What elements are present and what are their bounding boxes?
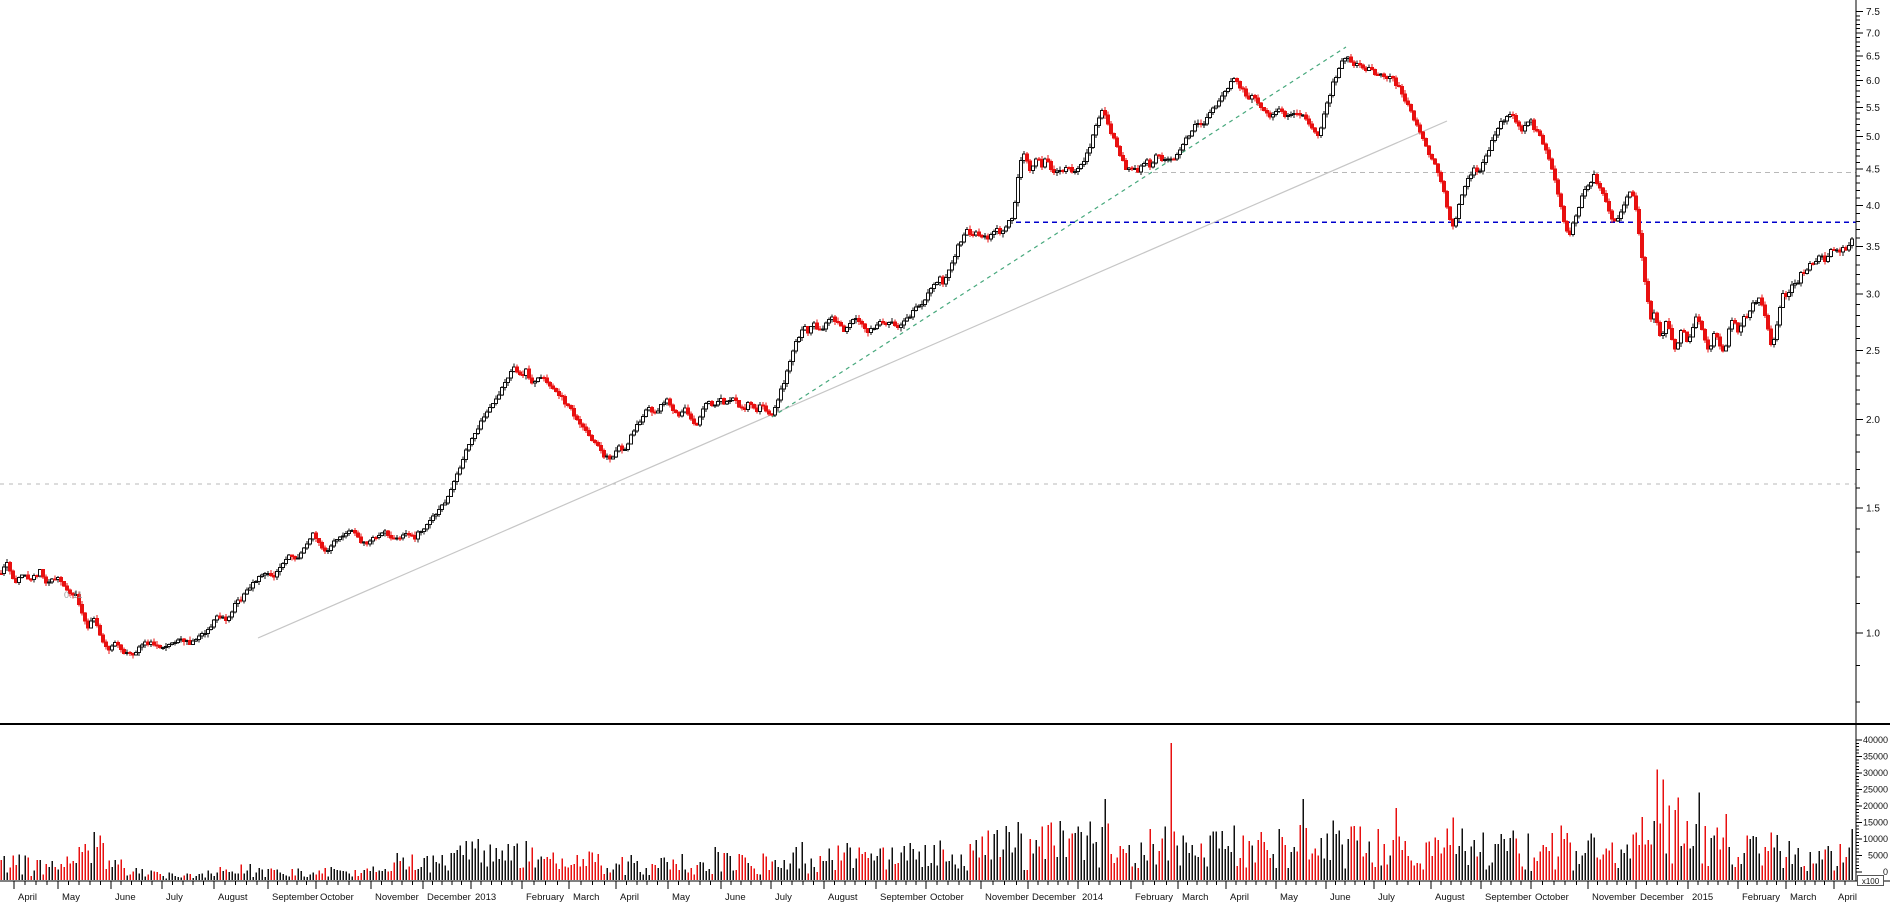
month-label: October bbox=[320, 892, 354, 903]
overlay-lines bbox=[0, 46, 1856, 639]
price-tick-label: 2.5 bbox=[1866, 346, 1880, 357]
price-tick-label: 2.0 bbox=[1866, 415, 1880, 426]
volume-tick-label: 10000 bbox=[1863, 834, 1888, 844]
month-label: October bbox=[930, 892, 964, 903]
month-label: April bbox=[1230, 892, 1249, 903]
price-tick-label: 5.0 bbox=[1866, 132, 1880, 143]
price-tick-label: 7.5 bbox=[1866, 7, 1880, 18]
month-label: August bbox=[218, 892, 248, 903]
month-label: June bbox=[115, 892, 136, 903]
month-label: 2015 bbox=[1692, 892, 1713, 903]
month-label: 2013 bbox=[475, 892, 496, 903]
month-label: March bbox=[1790, 892, 1816, 903]
month-label: September bbox=[272, 892, 318, 903]
month-label: July bbox=[1378, 892, 1395, 903]
price-tick-label: 3.0 bbox=[1866, 290, 1880, 301]
volume-tick-label: 15000 bbox=[1863, 817, 1888, 827]
volume-bars bbox=[0, 743, 1853, 880]
month-label: August bbox=[828, 892, 858, 903]
month-label: December bbox=[1032, 892, 1076, 903]
volume-multiplier-box: x100 bbox=[1857, 875, 1884, 886]
price-tick-label: 5.5 bbox=[1866, 103, 1880, 114]
month-label: February bbox=[526, 892, 564, 903]
volume-tick-label: 30000 bbox=[1863, 768, 1888, 778]
month-label: November bbox=[1592, 892, 1636, 903]
gray-trendline bbox=[257, 120, 1448, 639]
month-label: March bbox=[1182, 892, 1208, 903]
month-label: December bbox=[427, 892, 471, 903]
price-tick-label: 4.5 bbox=[1866, 165, 1880, 176]
month-label: April bbox=[1838, 892, 1857, 903]
volume-tick-label: 5000 bbox=[1868, 850, 1888, 860]
dividend-annotation: 0.11 bbox=[64, 590, 83, 600]
price-tick-label: 6.0 bbox=[1866, 76, 1880, 87]
month-label: November bbox=[375, 892, 419, 903]
price-tick-label: 1.5 bbox=[1866, 503, 1880, 514]
month-label: June bbox=[725, 892, 746, 903]
price-tick-label: 1.0 bbox=[1866, 629, 1880, 640]
teal-trendline bbox=[771, 46, 1347, 418]
month-label: October bbox=[1535, 892, 1569, 903]
month-label: September bbox=[880, 892, 926, 903]
month-label: March bbox=[573, 892, 599, 903]
month-label: August bbox=[1435, 892, 1465, 903]
volume-tick-label: 40000 bbox=[1863, 735, 1888, 745]
pane-separator bbox=[0, 723, 1890, 725]
price-tick-label: 4.0 bbox=[1866, 201, 1880, 212]
volume-tick-label: 0 bbox=[1883, 867, 1888, 877]
candles bbox=[0, 53, 1854, 659]
month-label: September bbox=[1485, 892, 1531, 903]
volume-tick-label: 20000 bbox=[1863, 801, 1888, 811]
month-label: February bbox=[1135, 892, 1173, 903]
month-label: April bbox=[620, 892, 639, 903]
month-label: May bbox=[672, 892, 690, 903]
month-label: April bbox=[18, 892, 37, 903]
month-label: May bbox=[1280, 892, 1298, 903]
month-label: December bbox=[1640, 892, 1684, 903]
price-tick-label: 7.0 bbox=[1866, 28, 1880, 39]
month-label: July bbox=[775, 892, 792, 903]
volume-tick-label: 35000 bbox=[1863, 751, 1888, 761]
price-tick-label: 6.5 bbox=[1866, 51, 1880, 62]
month-label: November bbox=[985, 892, 1029, 903]
volume-tick-label: 25000 bbox=[1863, 784, 1888, 794]
month-label: July bbox=[166, 892, 183, 903]
price-tick-label: 3.5 bbox=[1866, 242, 1880, 253]
month-label: February bbox=[1742, 892, 1780, 903]
month-label: June bbox=[1330, 892, 1351, 903]
month-label: 2014 bbox=[1082, 892, 1103, 903]
month-label: May bbox=[62, 892, 80, 903]
